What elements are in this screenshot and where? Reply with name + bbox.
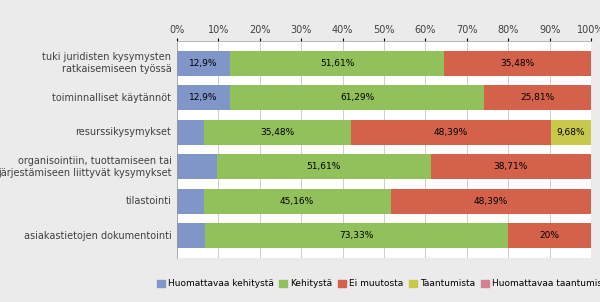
Text: 38,71%: 38,71%	[494, 162, 528, 171]
Bar	[444, 51, 591, 76]
Bar	[177, 154, 217, 179]
Bar	[204, 120, 350, 145]
Bar	[350, 120, 551, 145]
Text: 48,39%: 48,39%	[474, 197, 508, 206]
Bar	[431, 154, 591, 179]
Text: 48,39%: 48,39%	[434, 128, 468, 137]
Text: 73,33%: 73,33%	[339, 231, 374, 240]
Legend: Huomattavaa kehitystä, Kehitystä, Ei muutosta, Taantumista, Huomattavaa taantumi: Huomattavaa kehitystä, Kehitystä, Ei muu…	[153, 276, 600, 292]
Bar	[204, 189, 391, 214]
Bar	[177, 51, 230, 76]
Text: 35,48%: 35,48%	[500, 59, 535, 68]
Bar	[217, 154, 431, 179]
Text: 9,68%: 9,68%	[557, 128, 585, 137]
Bar	[205, 223, 508, 248]
Text: 45,16%: 45,16%	[280, 197, 314, 206]
Text: 20%: 20%	[539, 231, 560, 240]
Bar	[177, 189, 204, 214]
Text: 25,81%: 25,81%	[520, 93, 554, 102]
Bar	[551, 120, 591, 145]
Bar	[230, 85, 484, 110]
Bar	[177, 120, 204, 145]
Text: 51,61%: 51,61%	[307, 162, 341, 171]
Text: 61,29%: 61,29%	[340, 93, 374, 102]
Text: 12,9%: 12,9%	[190, 93, 218, 102]
Text: 12,9%: 12,9%	[190, 59, 218, 68]
Text: 35,48%: 35,48%	[260, 128, 294, 137]
Bar	[177, 223, 205, 248]
Bar	[508, 223, 591, 248]
Bar	[230, 51, 444, 76]
Text: 51,61%: 51,61%	[320, 59, 355, 68]
Bar	[484, 85, 591, 110]
Bar	[391, 189, 591, 214]
Bar	[177, 85, 230, 110]
